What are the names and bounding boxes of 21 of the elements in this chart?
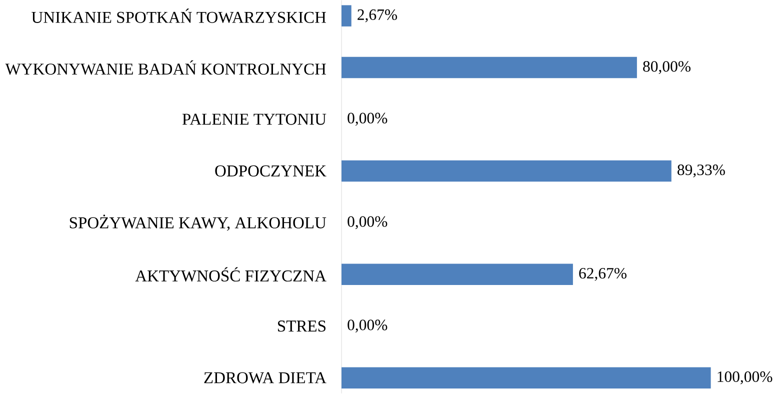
y-tick-label: ODPOCZYNEK bbox=[215, 166, 326, 177]
y-tick-label: UNIKANIE SPOTKAŃ TOWARZYSKICH bbox=[32, 8, 326, 24]
data-label: 0,00% bbox=[348, 320, 388, 333]
y-tick-label: PALENIE TYTONIU bbox=[182, 114, 326, 125]
data-label: 0,00% bbox=[348, 216, 388, 230]
bar bbox=[342, 367, 711, 389]
data-label: 0,00% bbox=[348, 112, 388, 126]
y-tick-label: WYKONYWANIE BADAŃ KONTROLNYCH bbox=[5, 60, 326, 75]
data-label: 89,33% bbox=[678, 164, 725, 178]
y-tick-label: AKTYWNOŚĆ FIZYCZNA bbox=[135, 267, 326, 282]
y-tick-label: STRES bbox=[278, 320, 326, 332]
bar bbox=[342, 5, 352, 27]
data-label: 100,00% bbox=[718, 372, 772, 384]
bar bbox=[342, 160, 672, 182]
y-tick-label: SPOŻYWANIE KAWY, ALKOHOLU bbox=[70, 214, 326, 231]
y-tick-label: ZDROWA DIETA bbox=[204, 372, 326, 384]
data-label: 62,67% bbox=[579, 268, 626, 282]
bar bbox=[342, 57, 637, 78]
data-label: 2,67% bbox=[358, 10, 398, 22]
data-label: 80,00% bbox=[643, 61, 691, 74]
bar bbox=[342, 264, 573, 286]
